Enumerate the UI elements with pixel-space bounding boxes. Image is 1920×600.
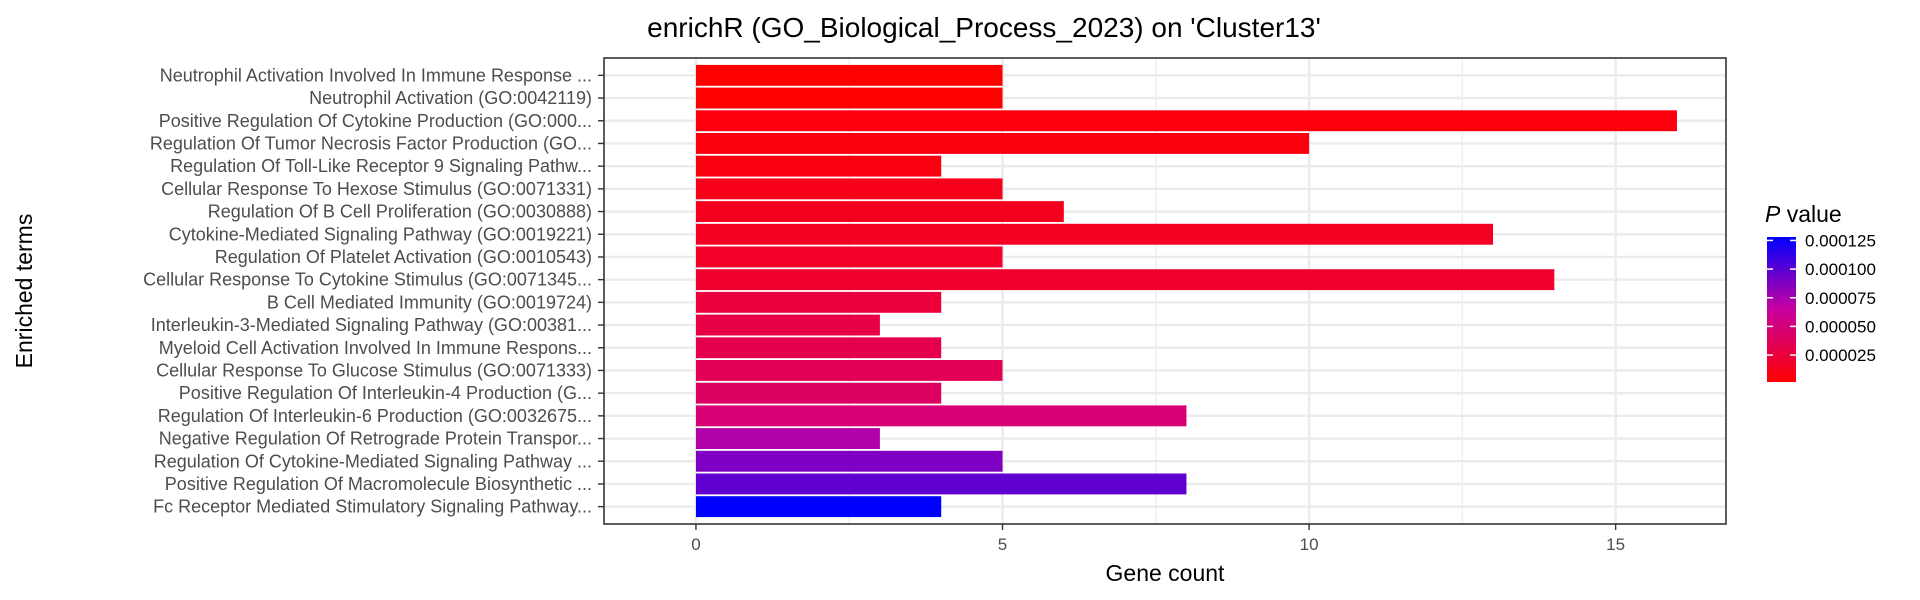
bar <box>695 133 1310 154</box>
bar <box>695 87 1003 109</box>
bar <box>695 64 1003 86</box>
y-tick-label: Neutrophil Activation Involved In Immune… <box>160 65 592 85</box>
y-tick-label: Regulation Of Cytokine-Mediated Signalin… <box>154 451 592 471</box>
y-tick-label: Cellular Response To Cytokine Stimulus (… <box>143 270 592 290</box>
legend-tick-label: 0.000100 <box>1805 260 1876 279</box>
y-tick-label: Positive Regulation Of Cytokine Producti… <box>159 111 592 131</box>
bar <box>695 223 1494 245</box>
x-tick-label: 10 <box>1300 535 1319 554</box>
legend-colorbar <box>1767 237 1796 382</box>
x-tick-label: 15 <box>1606 535 1625 554</box>
legend-title-rest: value <box>1780 201 1841 227</box>
bar <box>695 450 1003 472</box>
bar <box>695 382 942 404</box>
bar <box>695 314 880 336</box>
y-tick-label: Regulation Of Interleukin-6 Production (… <box>158 406 592 426</box>
bar <box>695 110 1677 132</box>
x-axis-title: Gene count <box>1106 560 1226 586</box>
bar <box>695 337 942 359</box>
y-tick-label: Cytokine-Mediated Signaling Pathway (GO:… <box>169 224 592 244</box>
bar <box>695 246 1003 268</box>
bar <box>695 405 1187 427</box>
y-tick-label: Positive Regulation Of Interleukin-4 Pro… <box>179 383 592 403</box>
bar <box>695 201 1064 222</box>
bar <box>695 360 1003 381</box>
legend-title-italic: P <box>1765 201 1781 227</box>
bar <box>695 155 942 177</box>
legend-ticks: 0.000025 0.000050 0.000075 0.000100 0.000125 <box>1767 231 1876 365</box>
bar <box>695 178 1003 200</box>
y-tick-label: Cellular Response To Glucose Stimulus (G… <box>156 360 592 380</box>
legend-tick-label: 0.000125 <box>1805 231 1876 250</box>
legend-title: P value <box>1765 201 1842 227</box>
bar <box>695 428 880 449</box>
x-tick-label: 5 <box>998 535 1007 554</box>
legend-tick-label: 0.000025 <box>1805 346 1876 365</box>
y-tick-label: Interleukin-3-Mediated Signaling Pathway… <box>151 315 592 335</box>
legend-tick-label: 0.000050 <box>1805 317 1876 336</box>
y-tick-label: Cellular Response To Hexose Stimulus (GO… <box>161 179 592 199</box>
y-tick-label: Regulation Of Tumor Necrosis Factor Prod… <box>150 133 592 153</box>
x-tick-label: 0 <box>691 535 700 554</box>
y-tick-label: Negative Regulation Of Retrograde Protei… <box>159 429 592 449</box>
y-tick-label: Positive Regulation Of Macromolecule Bio… <box>165 474 592 494</box>
chart-title: enrichR (GO_Biological_Process_2023) on … <box>647 12 1321 43</box>
bar <box>695 473 1187 495</box>
bar <box>695 291 942 313</box>
y-tick-label: Fc Receptor Mediated Stimulatory Signali… <box>153 497 592 517</box>
plot-border <box>603 57 1727 525</box>
y-tick-label: Regulation Of Platelet Activation (GO:00… <box>215 247 592 267</box>
color-legend: P value 0.000025 0.000050 0.000075 0.000100… <box>1765 201 1876 382</box>
x-axis-ticks: 0 5 10 15 <box>691 524 1625 554</box>
y-tick-label: Myeloid Cell Activation Involved In Immu… <box>159 338 592 358</box>
y-axis-ticks: Neutrophil Activation Involved In Immune… <box>143 65 604 517</box>
bar <box>695 269 1555 291</box>
legend-tick-label: 0.000075 <box>1805 289 1876 308</box>
bar <box>695 496 942 518</box>
y-axis-title: Enriched terms <box>11 214 37 369</box>
y-tick-label: Regulation Of Toll-Like Receptor 9 Signa… <box>170 156 592 176</box>
y-tick-label: Regulation Of B Cell Proliferation (GO:0… <box>208 202 592 222</box>
y-tick-label: B Cell Mediated Immunity (GO:0019724) <box>267 292 592 312</box>
bars <box>695 64 1677 518</box>
y-tick-label: Neutrophil Activation (GO:0042119) <box>309 88 592 108</box>
